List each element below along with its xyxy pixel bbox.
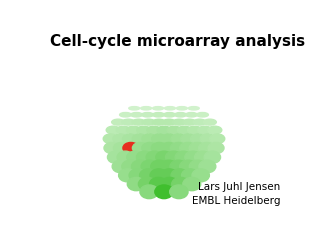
Ellipse shape <box>112 160 129 173</box>
Ellipse shape <box>173 119 186 125</box>
Ellipse shape <box>165 151 182 163</box>
Ellipse shape <box>151 143 167 154</box>
Ellipse shape <box>176 107 187 110</box>
Ellipse shape <box>129 107 140 110</box>
Ellipse shape <box>152 119 165 125</box>
Ellipse shape <box>189 160 206 173</box>
Ellipse shape <box>127 177 145 191</box>
Ellipse shape <box>177 126 191 134</box>
Ellipse shape <box>161 177 179 191</box>
Ellipse shape <box>141 113 154 117</box>
Ellipse shape <box>161 143 177 154</box>
Ellipse shape <box>180 143 196 154</box>
Ellipse shape <box>180 160 196 173</box>
Ellipse shape <box>181 169 199 182</box>
Ellipse shape <box>172 177 189 191</box>
Ellipse shape <box>171 169 188 182</box>
Ellipse shape <box>174 113 187 117</box>
Ellipse shape <box>157 126 171 134</box>
Ellipse shape <box>123 143 139 154</box>
Ellipse shape <box>153 113 164 117</box>
Ellipse shape <box>185 151 201 163</box>
Ellipse shape <box>183 119 196 125</box>
Ellipse shape <box>142 119 155 125</box>
Ellipse shape <box>164 113 175 117</box>
Ellipse shape <box>161 134 176 144</box>
Ellipse shape <box>193 119 206 125</box>
Ellipse shape <box>152 134 167 144</box>
Ellipse shape <box>119 169 136 182</box>
Ellipse shape <box>163 119 176 125</box>
Ellipse shape <box>103 134 118 144</box>
Ellipse shape <box>139 177 156 191</box>
Ellipse shape <box>136 151 153 163</box>
Ellipse shape <box>164 107 175 110</box>
Ellipse shape <box>147 126 161 134</box>
Ellipse shape <box>204 119 216 125</box>
Text: Cell-cycle microarray analysis: Cell-cycle microarray analysis <box>50 34 305 49</box>
Ellipse shape <box>208 126 222 134</box>
Ellipse shape <box>113 134 128 144</box>
Ellipse shape <box>192 169 209 182</box>
Ellipse shape <box>126 126 140 134</box>
Ellipse shape <box>129 169 147 182</box>
Ellipse shape <box>200 134 215 144</box>
Ellipse shape <box>170 185 188 199</box>
Ellipse shape <box>142 134 157 144</box>
Ellipse shape <box>208 143 224 154</box>
Ellipse shape <box>123 134 138 144</box>
Ellipse shape <box>149 177 167 191</box>
Ellipse shape <box>127 151 143 163</box>
Ellipse shape <box>188 126 202 134</box>
Ellipse shape <box>114 143 129 154</box>
Ellipse shape <box>199 160 216 173</box>
Ellipse shape <box>190 134 205 144</box>
Ellipse shape <box>195 151 211 163</box>
Ellipse shape <box>141 160 158 173</box>
Ellipse shape <box>132 119 145 125</box>
Ellipse shape <box>117 151 133 163</box>
Ellipse shape <box>106 126 120 134</box>
Ellipse shape <box>153 107 164 110</box>
Text: Lars Juhl Jensen
EMBL Heidelberg: Lars Juhl Jensen EMBL Heidelberg <box>192 182 281 206</box>
Ellipse shape <box>175 151 192 163</box>
Ellipse shape <box>140 185 158 199</box>
Ellipse shape <box>160 160 177 173</box>
Ellipse shape <box>170 143 186 154</box>
Ellipse shape <box>171 134 186 144</box>
Ellipse shape <box>204 151 220 163</box>
Ellipse shape <box>140 169 157 182</box>
Ellipse shape <box>155 185 173 199</box>
Ellipse shape <box>142 143 158 154</box>
Ellipse shape <box>189 143 205 154</box>
Ellipse shape <box>188 107 199 110</box>
Ellipse shape <box>122 160 139 173</box>
Ellipse shape <box>120 113 132 117</box>
Ellipse shape <box>181 134 196 144</box>
Ellipse shape <box>116 126 130 134</box>
Ellipse shape <box>156 151 172 163</box>
Ellipse shape <box>196 113 208 117</box>
Ellipse shape <box>146 151 163 163</box>
Ellipse shape <box>199 143 214 154</box>
Ellipse shape <box>210 134 225 144</box>
Ellipse shape <box>132 143 148 154</box>
Ellipse shape <box>132 134 147 144</box>
Ellipse shape <box>151 160 168 173</box>
Ellipse shape <box>150 169 167 182</box>
Ellipse shape <box>161 169 178 182</box>
Ellipse shape <box>198 126 212 134</box>
Ellipse shape <box>132 160 148 173</box>
Ellipse shape <box>137 126 151 134</box>
Ellipse shape <box>122 119 135 125</box>
Ellipse shape <box>170 160 187 173</box>
Ellipse shape <box>141 107 152 110</box>
Ellipse shape <box>108 151 124 163</box>
Ellipse shape <box>167 126 181 134</box>
Ellipse shape <box>183 177 201 191</box>
Ellipse shape <box>186 113 197 117</box>
Ellipse shape <box>104 143 120 154</box>
Ellipse shape <box>131 113 142 117</box>
Ellipse shape <box>112 119 124 125</box>
